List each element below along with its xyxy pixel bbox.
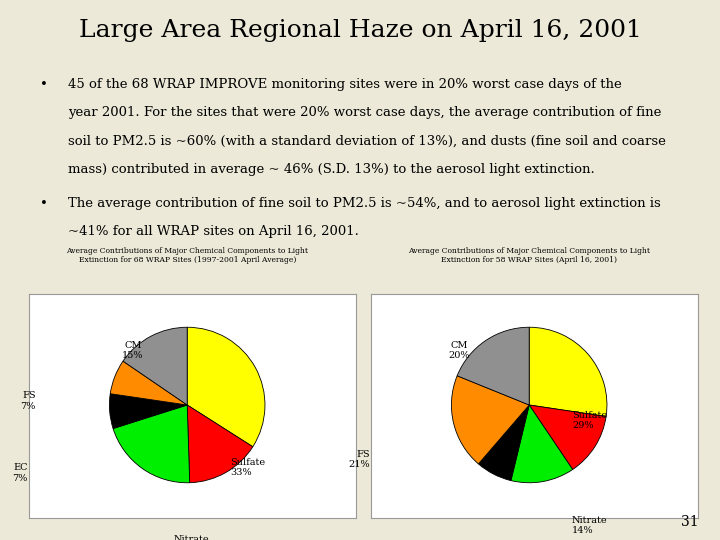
Text: Large Area Regional Haze on April 16, 2001: Large Area Regional Haze on April 16, 20… (78, 19, 642, 42)
Wedge shape (529, 405, 606, 469)
Text: ~41% for all WRAP sites on April 16, 2001.: ~41% for all WRAP sites on April 16, 200… (68, 225, 359, 238)
Text: Sulfate
29%: Sulfate 29% (572, 411, 607, 430)
Text: 31: 31 (681, 515, 698, 529)
Title: Average Contributions of Major Chemical Components to Light
Extinction for 58 WR: Average Contributions of Major Chemical … (408, 247, 650, 264)
Wedge shape (451, 376, 529, 464)
Text: •: • (40, 197, 48, 210)
Text: year 2001. For the sites that were 20% worst case days, the average contribution: year 2001. For the sites that were 20% w… (68, 106, 662, 119)
Wedge shape (113, 405, 189, 483)
Wedge shape (478, 405, 529, 481)
Text: mass) contributed in average ~ 46% (S.D. 13%) to the aerosol light extinction.: mass) contributed in average ~ 46% (S.D.… (68, 163, 595, 176)
Wedge shape (187, 327, 265, 447)
Wedge shape (457, 327, 529, 405)
Text: •: • (40, 78, 48, 91)
Wedge shape (529, 327, 607, 416)
Wedge shape (187, 405, 253, 483)
Text: CM
20%: CM 20% (449, 341, 470, 360)
Text: Sulfate
33%: Sulfate 33% (230, 457, 265, 477)
Wedge shape (123, 327, 187, 405)
Title: Average Contributions of Major Chemical Components to Light
Extinction for 68 WR: Average Contributions of Major Chemical … (66, 247, 308, 264)
Wedge shape (109, 394, 187, 429)
Wedge shape (110, 361, 187, 405)
Text: 45 of the 68 WRAP IMPROVE monitoring sites were in 20% worst case days of the: 45 of the 68 WRAP IMPROVE monitoring sit… (68, 78, 622, 91)
Text: FS
21%: FS 21% (348, 450, 370, 469)
Text: Nitrate
14%: Nitrate 14% (572, 516, 608, 535)
Text: CM
15%: CM 15% (122, 341, 143, 360)
Text: Nitrate
15%: Nitrate 15% (174, 535, 209, 540)
Text: soil to PM2.5 is ~60% (with a standard deviation of 13%), and dusts (fine soil a: soil to PM2.5 is ~60% (with a standard d… (68, 134, 666, 147)
Text: FS
7%: FS 7% (20, 392, 35, 411)
Wedge shape (511, 405, 572, 483)
Text: The average contribution of fine soil to PM2.5 is ~54%, and to aerosol light ext: The average contribution of fine soil to… (68, 197, 661, 210)
Text: EC
7%: EC 7% (12, 463, 28, 483)
